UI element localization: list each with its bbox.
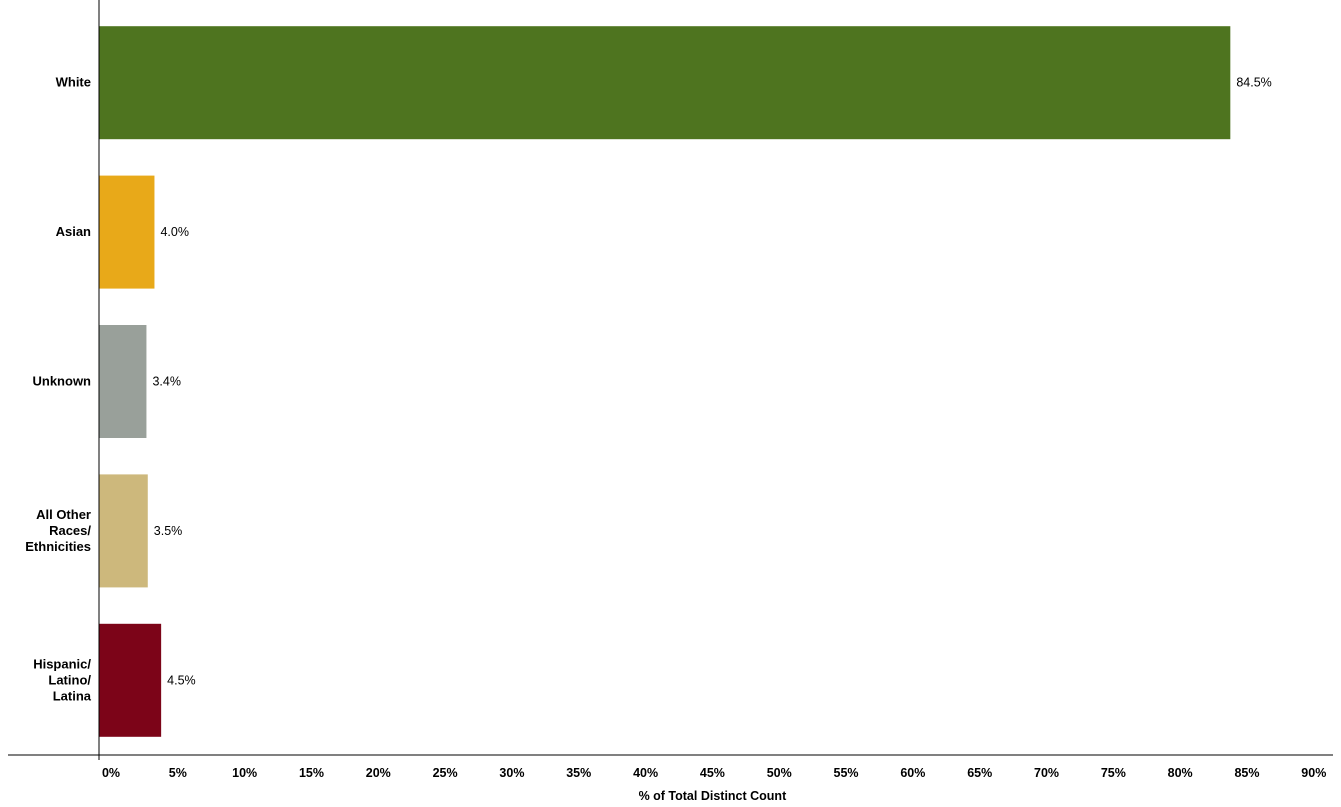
x-tick-label: 40%: [633, 766, 658, 780]
bars-group: [99, 26, 1231, 737]
x-tick-label: 20%: [366, 766, 391, 780]
category-label: White: [56, 75, 91, 90]
category-label: Unknown: [33, 374, 92, 389]
x-tick-label: 0%: [102, 766, 120, 780]
category-label: Hispanic/: [33, 656, 91, 671]
x-tick-label: 70%: [1034, 766, 1059, 780]
x-tick-label: 25%: [433, 766, 458, 780]
x-tick-label: 85%: [1234, 766, 1259, 780]
x-tick-label: 30%: [499, 766, 524, 780]
data-label: 4.0%: [160, 225, 189, 239]
data-label: 4.5%: [167, 673, 196, 687]
x-tick-label: 90%: [1301, 766, 1326, 780]
category-label: Ethnicities: [25, 539, 91, 554]
x-tick-labels-group: 0% 5% 10% 15% 20% 25% 30% 35% 40% 45% 50% 55% 60% 65%…: [102, 766, 1326, 780]
x-tick-label: 80%: [1168, 766, 1193, 780]
x-axis-title: % of Total Distinct Count: [639, 789, 788, 803]
x-tick-label: 55%: [834, 766, 859, 780]
x-tick-label: 5%: [169, 766, 187, 780]
x-tick-label: 10%: [232, 766, 257, 780]
x-tick-label: 75%: [1101, 766, 1126, 780]
bar: [99, 175, 155, 289]
category-label: Latino/: [48, 672, 91, 687]
data-label: 3.5%: [154, 524, 183, 538]
x-tick-label: 65%: [967, 766, 992, 780]
category-label: Latina: [53, 688, 92, 703]
bar: [99, 623, 162, 737]
x-tick-label: 45%: [700, 766, 725, 780]
x-tick-label: 60%: [900, 766, 925, 780]
x-tick-label: 50%: [767, 766, 792, 780]
data-label: 3.4%: [152, 375, 181, 389]
category-label: Races/: [49, 523, 91, 538]
category-label: Asian: [56, 224, 91, 239]
category-labels-group: White Asian Unknown All OtherRaces/Ethnicit…: [25, 75, 92, 704]
x-tick-label: 35%: [566, 766, 591, 780]
bar: [99, 474, 148, 588]
data-label: 84.5%: [1236, 76, 1271, 90]
category-label: All Other: [36, 507, 91, 522]
x-tick-label: 15%: [299, 766, 324, 780]
bar: [99, 26, 1231, 140]
bar: [99, 325, 147, 438]
data-labels-group: 84.5% 4.0% 3.4% 3.5% 4.5%: [152, 76, 1271, 688]
